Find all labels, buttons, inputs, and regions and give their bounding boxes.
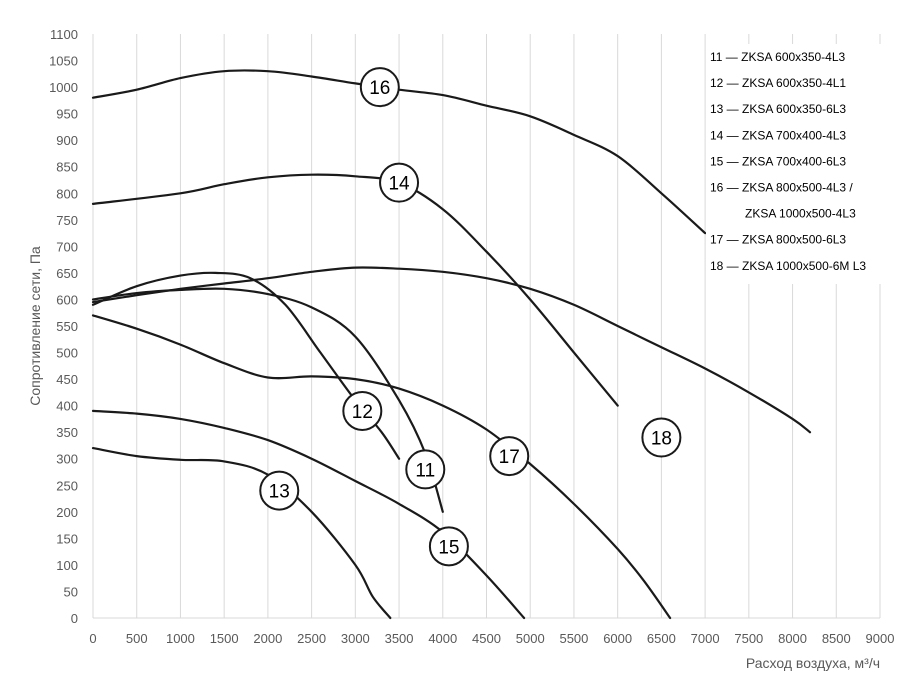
y-tick-label: 900 — [56, 133, 78, 148]
y-tick-label: 800 — [56, 186, 78, 201]
y-tick-label: 850 — [56, 160, 78, 175]
x-tick-label: 4000 — [428, 631, 457, 646]
series-label-circle-13 — [259, 470, 300, 511]
legend-background — [706, 44, 882, 284]
series-line-15 — [91, 409, 526, 620]
series-label-11: 11 — [415, 460, 435, 481]
legend-item: 11 — ZKSA 600x350-4L3 — [710, 50, 846, 64]
x-tick-label: 500 — [126, 631, 148, 646]
y-tick-label: 1050 — [49, 54, 78, 69]
x-tick-label: 8500 — [822, 631, 851, 646]
y-tick-label: 350 — [56, 425, 78, 440]
y-tick-label: 300 — [56, 452, 78, 467]
series-label-circle-16 — [359, 67, 400, 108]
legend-item: 15 — ZKSA 700x400-6L3 — [710, 154, 846, 168]
legend-item: 18 — ZKSA 1000x500-6M L3 — [710, 259, 866, 273]
series-label-circle-18 — [641, 417, 682, 458]
x-tick-label: 2500 — [297, 631, 326, 646]
x-tick-label: 7500 — [734, 631, 763, 646]
x-tick-label: 3000 — [341, 631, 370, 646]
series-label-18: 18 — [651, 428, 672, 449]
x-tick-label: 2000 — [253, 631, 282, 646]
series-label-16: 16 — [369, 78, 390, 99]
series-label-circle-14 — [379, 162, 420, 203]
legend-items: 11 — ZKSA 600x350-4L3 12 — ZKSA 600x350-4… — [710, 50, 866, 273]
y-tick-label: 100 — [56, 558, 78, 573]
series-line-18 — [91, 266, 812, 434]
series-label-12: 12 — [352, 402, 373, 423]
y-tick-label: 250 — [56, 478, 78, 493]
y-tick-label: 700 — [56, 239, 78, 254]
x-tick-label: 1000 — [166, 631, 195, 646]
y-tick-label: 450 — [56, 372, 78, 387]
series-label-circle-17 — [489, 436, 530, 477]
legend: 11 — ZKSA 600x350-4L3 12 — ZKSA 600x350-4… — [706, 44, 882, 284]
x-tick-label: 3500 — [385, 631, 414, 646]
x-tick-label: 0 — [89, 631, 96, 646]
y-tick-labels: 0 50 100 150 200 250 300 350 400 450 500 550 600 650 7… — [49, 27, 78, 626]
x-tick-label: 6500 — [647, 631, 676, 646]
series-label-13: 13 — [269, 482, 290, 503]
x-tick-label: 9000 — [866, 631, 895, 646]
legend-item: 17 — ZKSA 800x500-6L3 — [710, 233, 846, 247]
y-tick-label: 500 — [56, 346, 78, 361]
legend-item: ZKSA 1000x500-4L3 — [745, 207, 856, 221]
series-line-17 — [91, 314, 672, 620]
y-tick-label: 600 — [56, 292, 78, 307]
y-tick-label: 550 — [56, 319, 78, 334]
series-label-circle-12 — [342, 390, 383, 431]
series-label-17: 17 — [499, 447, 520, 468]
legend-item: 13 — ZKSA 600x350-6L3 — [710, 102, 846, 116]
y-tick-label: 50 — [64, 584, 78, 599]
x-tick-label: 7000 — [691, 631, 720, 646]
series-label-15: 15 — [438, 537, 459, 558]
x-tick-label: 5500 — [559, 631, 588, 646]
legend-item: 12 — ZKSA 600x350-4L1 — [710, 76, 846, 90]
series-labels: 11 12 13 14 15 16 17 18 — [259, 67, 682, 567]
y-tick-label: 1100 — [50, 27, 78, 42]
y-tick-label: 1000 — [49, 80, 78, 95]
x-tick-label: 8000 — [778, 631, 807, 646]
x-tick-labels: 0 500 1000 1500 2000 2500 3000 3500 4000 4500 5000… — [89, 631, 894, 646]
series-label-14: 14 — [388, 174, 410, 195]
y-tick-label: 200 — [56, 505, 78, 520]
x-tick-label: 6000 — [603, 631, 632, 646]
legend-item: 14 — ZKSA 700x400-4L3 — [710, 128, 846, 142]
series-label-circle-15 — [428, 526, 469, 567]
y-tick-label: 150 — [56, 531, 78, 546]
series-label-circle-11 — [405, 449, 446, 490]
y-tick-label: 950 — [56, 107, 78, 122]
y-tick-label: 400 — [56, 399, 78, 414]
x-axis-title: Расход воздуха, м³/ч — [746, 655, 880, 671]
x-tick-label: 5000 — [516, 631, 545, 646]
legend-item: 16 — ZKSA 800x500-4L3 / — [710, 181, 853, 195]
y-axis-title: Сопротивление сети, Па — [27, 246, 43, 406]
series-line-12 — [91, 271, 401, 460]
y-tick-label: 750 — [56, 213, 78, 228]
series-line-13 — [91, 447, 392, 620]
x-tick-label: 4500 — [472, 631, 501, 646]
y-tick-label: 0 — [71, 611, 78, 626]
x-tick-label: 1500 — [210, 631, 239, 646]
y-tick-label: 650 — [56, 266, 78, 281]
